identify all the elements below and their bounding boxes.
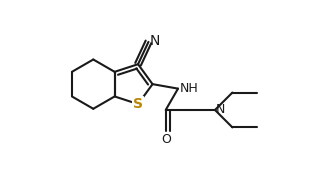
Text: N: N — [216, 103, 225, 117]
Text: NH: NH — [179, 82, 198, 95]
Text: S: S — [133, 97, 143, 111]
Text: N: N — [150, 34, 160, 48]
Text: O: O — [161, 133, 171, 146]
